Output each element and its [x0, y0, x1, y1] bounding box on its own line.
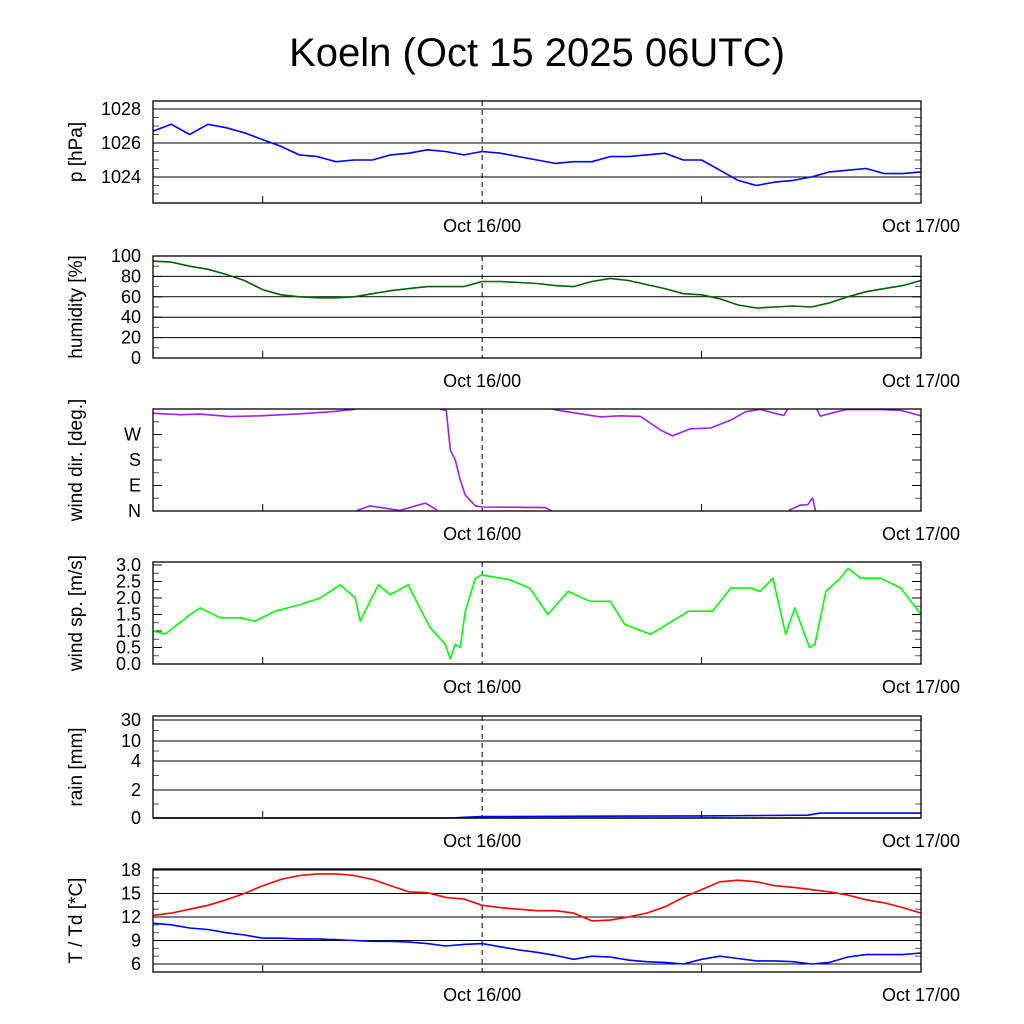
- y-axis-label: humidity [%]: [66, 255, 87, 358]
- panel-pressure: 1024 1026 1028 p [hPa] Oct 16/00 Oct 17/00: [66, 99, 960, 236]
- y-tick-label: S: [129, 450, 141, 470]
- x-tick-label: Oct 16/00: [443, 677, 521, 697]
- series-line-wind-speed: [152, 567, 922, 660]
- x-tick-label: Oct 17/00: [882, 677, 960, 697]
- y-tick-label: 3.0: [116, 555, 141, 575]
- series-line-wind-direction: [553, 408, 789, 437]
- x-tick-label: Oct 17/00: [882, 216, 960, 236]
- x-tick-label: Oct 16/00: [443, 216, 521, 236]
- x-tick-label: Oct 17/00: [882, 831, 960, 851]
- y-tick-label: 100: [111, 246, 141, 266]
- y-tick-label: 2.5: [116, 571, 141, 591]
- y-tick-label: 0: [131, 348, 141, 368]
- x-tick-label: Oct 17/00: [882, 524, 960, 544]
- series-line-pressure: [152, 123, 922, 187]
- y-tick-label: 0.5: [116, 637, 141, 657]
- x-tick-label: Oct 16/00: [443, 524, 521, 544]
- x-tick-label: Oct 17/00: [882, 985, 960, 1005]
- y-tick-label: 20: [121, 328, 141, 348]
- series-line-wind-direction: [355, 502, 438, 512]
- series-line-wind-direction: [152, 408, 356, 418]
- plot-frame: [152, 868, 922, 973]
- series-line-t: [152, 873, 922, 922]
- y-tick-label: 40: [121, 307, 141, 327]
- chart-title: Koeln (Oct 15 2025 06UTC): [289, 31, 785, 75]
- y-axis-label: wind dir. [deg.]: [66, 399, 87, 523]
- y-tick-label: 1.5: [116, 604, 141, 624]
- y-axis-label: T / Td [*C]: [66, 878, 87, 964]
- plot-frame: [152, 561, 922, 665]
- plot-frame: [152, 408, 922, 512]
- y-tick-label: 12: [121, 907, 141, 927]
- series-line-td: [152, 922, 922, 965]
- series-line-wind-direction: [816, 408, 922, 417]
- plot-frame: [152, 100, 922, 204]
- series-line-wind-direction: [788, 497, 817, 512]
- y-axis-label: rain [mm]: [66, 727, 87, 806]
- panel-wind-speed: 0.00.51.01.52.02.53.0 wind sp. [m/s] Oct 1…: [66, 555, 960, 697]
- series-line-humidity: [152, 260, 922, 309]
- y-tick-label: 80: [121, 266, 141, 286]
- y-tick-label: 1024: [101, 167, 141, 187]
- y-tick-label: 1028: [101, 99, 141, 119]
- y-tick-label: 30: [121, 710, 141, 730]
- y-tick-label: W: [124, 425, 141, 445]
- y-tick-label: 0.0: [116, 654, 141, 674]
- x-tick-label: Oct 16/00: [443, 371, 521, 391]
- y-tick-label: 0: [131, 808, 141, 828]
- y-tick-label: N: [128, 501, 141, 521]
- y-tick-label: 4: [131, 751, 141, 771]
- y-axis-label: p [hPa]: [66, 122, 87, 182]
- y-tick-label: 18: [121, 860, 141, 880]
- x-tick-label: Oct 17/00: [882, 371, 960, 391]
- y-tick-label: 6: [131, 954, 141, 974]
- y-tick-label: 60: [121, 287, 141, 307]
- plot-frame: [152, 255, 922, 359]
- y-tick-label: 1026: [101, 133, 141, 153]
- y-tick-label: 1.0: [116, 621, 141, 641]
- y-tick-label: 2.0: [116, 588, 141, 608]
- y-tick-label: 10: [121, 731, 141, 751]
- y-tick-label: E: [129, 476, 141, 496]
- y-tick-label: 15: [121, 884, 141, 904]
- series-line-wind-direction: [440, 408, 552, 512]
- panel-temperature: 6 9 12 15 18 T / Td [*C] Oct 16/00 Oct 17/00: [66, 860, 960, 1005]
- x-tick-label: Oct 16/00: [443, 831, 521, 851]
- x-tick-label: Oct 16/00: [443, 985, 521, 1005]
- y-axis-label: wind sp. [m/s]: [66, 555, 87, 672]
- y-tick-label: 9: [131, 931, 141, 951]
- y-tick-label: 2: [131, 780, 141, 800]
- plot-frame: [152, 715, 922, 819]
